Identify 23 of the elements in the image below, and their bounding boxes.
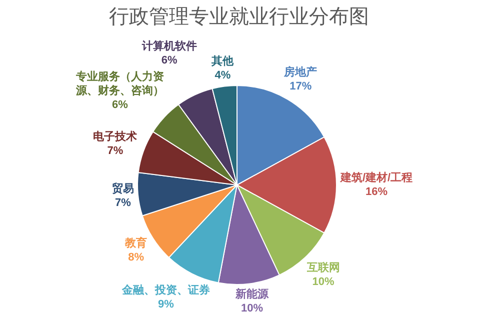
chart-title: 行政管理专业就业行业分布图 <box>109 4 369 28</box>
slice-label: 新能源 <box>234 288 270 301</box>
data-label: 9% <box>158 298 174 311</box>
slice-label: 计算机软件 <box>140 39 197 52</box>
slice-label: 专业服务（人力资源、财务、咨询） <box>75 70 164 97</box>
data-label: 7% <box>107 144 124 157</box>
slice-label: 电子技术 <box>93 130 138 143</box>
slice-label: 贸易 <box>112 182 134 196</box>
data-label: 6% <box>112 98 128 111</box>
slice-label: 教育 <box>124 236 148 250</box>
data-label: 16% <box>366 186 388 198</box>
data-label: 17% <box>290 80 312 93</box>
data-label: 4% <box>214 69 231 82</box>
data-label: 8% <box>128 252 144 264</box>
data-label: 7% <box>115 197 132 210</box>
slice-label: 金融、投资、证券 <box>120 284 211 297</box>
slice-label: 建筑/建材/工程 <box>339 171 413 184</box>
slice-label: 互联网 <box>306 261 340 274</box>
slice-label: 房地产 <box>283 66 318 79</box>
data-label: 10% <box>241 302 264 315</box>
slice-label: 其他 <box>210 54 235 68</box>
data-label: 10% <box>312 276 334 288</box>
data-label: 6% <box>161 54 178 66</box>
